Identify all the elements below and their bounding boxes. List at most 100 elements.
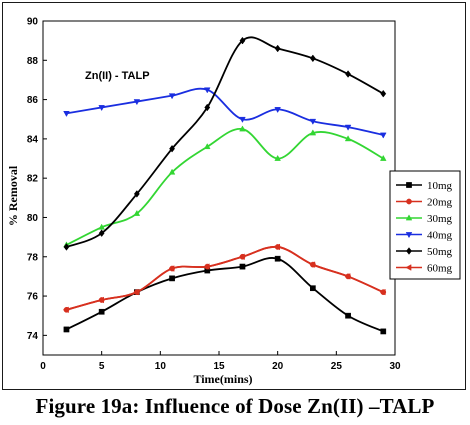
- data-point: [63, 243, 70, 251]
- legend-box: [389, 170, 461, 280]
- x-tick-label: 0: [40, 361, 46, 372]
- line-chart: 0 5 10 15 20 25 30 74 76 78 80 82 84 86 88 90 Zn(II) - …: [6, 17, 461, 386]
- data-point: [345, 312, 351, 319]
- data-point: [309, 118, 317, 125]
- data-point: [203, 87, 211, 94]
- legend-marker: [405, 214, 413, 221]
- series-line: [66, 128, 384, 246]
- legend-marker: [405, 264, 412, 271]
- data-point: [345, 70, 351, 78]
- data-point: [98, 308, 105, 315]
- legend-item: 50mg: [396, 246, 453, 258]
- data-point: [63, 326, 70, 333]
- y-tick-label: 80: [27, 213, 39, 224]
- legend: 10mg 20mg 30mg 40mg 50mg 60mg: [389, 170, 461, 280]
- series-line: [66, 87, 384, 136]
- data-point: [380, 328, 387, 335]
- data-point: [169, 275, 175, 282]
- data-point: [62, 306, 69, 314]
- y-tick-label: 88: [27, 56, 39, 67]
- data-point: [98, 105, 105, 112]
- series-10mg: [63, 255, 387, 335]
- chart-annotation: Zn(II) - TALP: [85, 70, 150, 82]
- x-tick-label: 20: [272, 361, 284, 372]
- axis-ticks: 0 5 10 15 20 25 30 74 76 78 80 82 84 86 88 90: [27, 17, 401, 373]
- y-tick-label: 86: [27, 95, 39, 106]
- legend-label: 60mg: [427, 263, 453, 275]
- data-point: [310, 285, 316, 292]
- chart-marks: [62, 36, 387, 335]
- data-point: [344, 135, 352, 142]
- data-point: [380, 89, 387, 98]
- legend-label: 30mg: [427, 213, 453, 225]
- x-tick-label: 30: [389, 361, 401, 372]
- legend-marker: [405, 232, 413, 239]
- data-point: [133, 209, 141, 216]
- x-tick-label: 15: [213, 361, 225, 372]
- y-axis-title: % Removal: [6, 165, 20, 226]
- series-line: [66, 245, 384, 311]
- data-point: [309, 54, 316, 63]
- series-60mg: [62, 243, 386, 314]
- y-tick-label: 74: [27, 331, 39, 342]
- series-line: [66, 257, 384, 333]
- data-point: [98, 296, 104, 304]
- legend-item: 40mg: [396, 230, 453, 242]
- data-point: [98, 223, 105, 230]
- chart-frame: 0 5 10 15 20 25 30 74 76 78 80 82 84 86 88 90 Zn(II) - …: [2, 2, 466, 390]
- data-point: [274, 44, 281, 53]
- data-point: [274, 243, 280, 251]
- data-point: [379, 288, 386, 296]
- series-20mg: [63, 244, 387, 313]
- data-point: [274, 255, 281, 262]
- data-point: [98, 229, 105, 237]
- data-point: [239, 125, 246, 132]
- x-tick-label: 25: [331, 361, 343, 372]
- data-point: [309, 129, 317, 136]
- series-40mg: [63, 87, 387, 139]
- data-point: [238, 253, 245, 261]
- series-line: [66, 36, 384, 248]
- data-point: [239, 116, 246, 123]
- legend-label: 40mg: [427, 230, 453, 242]
- data-point: [239, 36, 246, 45]
- data-point: [63, 111, 70, 117]
- legend-label: 20mg: [427, 197, 453, 209]
- data-point: [274, 154, 281, 161]
- legend-item: 20mg: [396, 197, 453, 209]
- x-axis-title: Time(mins): [193, 372, 252, 386]
- data-point: [344, 273, 351, 280]
- legend-item: 60mg: [396, 263, 453, 275]
- data-point: [168, 265, 175, 272]
- legend-label: 50mg: [427, 246, 453, 258]
- data-point: [309, 261, 316, 268]
- data-point: [379, 154, 387, 161]
- data-point: [133, 99, 141, 106]
- data-point: [203, 143, 211, 150]
- legend-marker: [406, 198, 412, 205]
- series-50mg: [63, 36, 387, 251]
- data-point: [203, 263, 210, 270]
- figure-caption: Figure 19a: Influence of Dose Zn(II) –TA…: [35, 394, 435, 418]
- y-tick-label: 76: [27, 292, 39, 303]
- data-point: [204, 103, 211, 112]
- data-point: [274, 107, 281, 114]
- data-point: [169, 144, 175, 153]
- y-tick-label: 84: [27, 134, 39, 145]
- legend-marker: [406, 182, 412, 188]
- data-point: [133, 288, 140, 296]
- x-tick-label: 5: [99, 361, 105, 372]
- y-tick-label: 90: [27, 17, 39, 28]
- data-point: [168, 168, 176, 175]
- y-tick-label: 78: [27, 252, 39, 263]
- x-tick-label: 10: [155, 361, 167, 372]
- data-point: [239, 263, 246, 270]
- y-tick-label: 82: [27, 174, 39, 185]
- series-line: [66, 245, 384, 311]
- legend-item: 30mg: [396, 213, 453, 225]
- legend-item: 10mg: [396, 180, 453, 192]
- data-point: [344, 124, 352, 131]
- legend-label: 10mg: [427, 180, 453, 192]
- series-30mg: [63, 125, 387, 248]
- data-point: [168, 93, 176, 100]
